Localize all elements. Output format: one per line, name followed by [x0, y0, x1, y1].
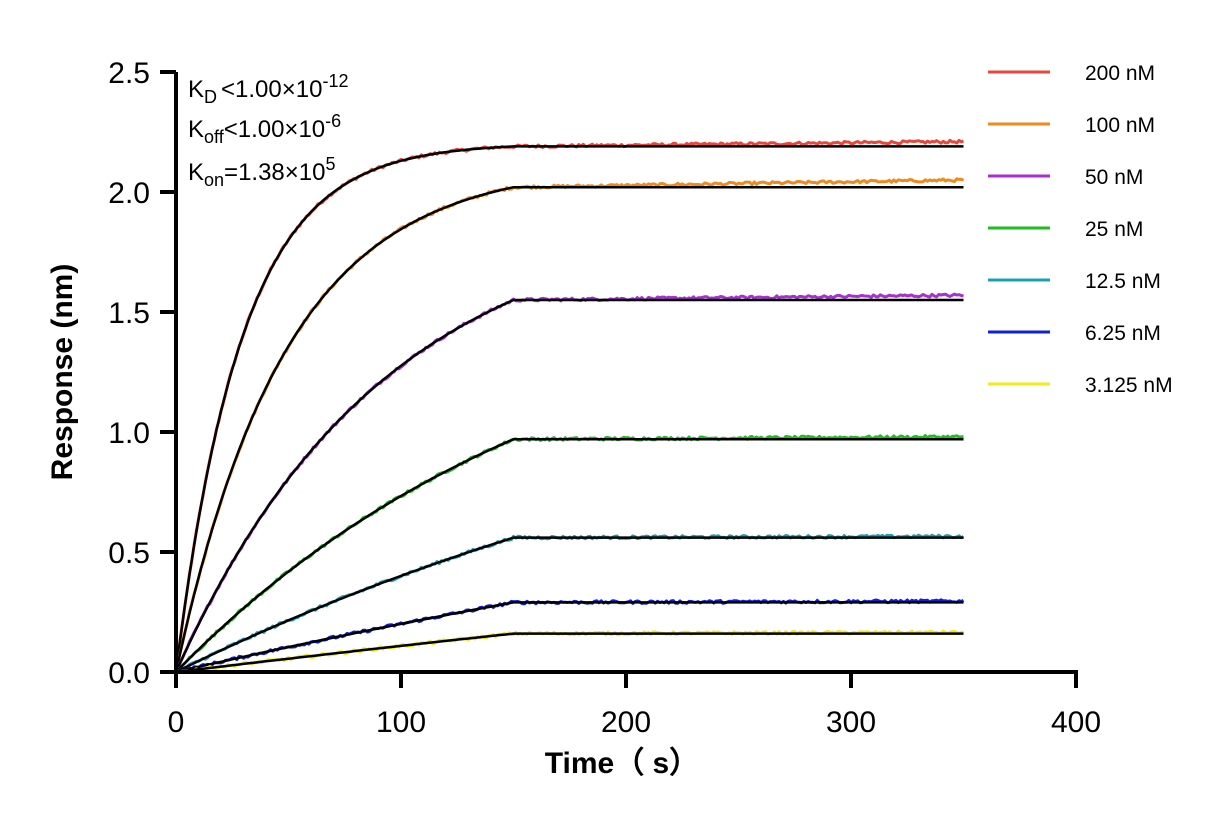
legend-label: 50 nM	[1085, 166, 1143, 189]
x-tick-label: 400	[1051, 706, 1101, 739]
ticks-layer: 0 100 200 300 400 0.0 0.5 1.0 1.5 2.0 2.5	[108, 57, 1101, 739]
x-tick-label: 300	[826, 706, 876, 739]
x-tick-label: 0	[168, 706, 185, 739]
x-tick-label: 200	[601, 706, 651, 739]
y-tick-label: 1.0	[108, 417, 150, 450]
fit-line	[175, 536, 964, 674]
legend-label: 12.5 nM	[1085, 270, 1161, 293]
x-axis-title: Time（ s）	[545, 746, 700, 780]
y-axis-title: Response (nm)	[46, 264, 79, 481]
legend: 200 nM 100 nM 50 nM 25 nM 12.5 nM 6.25 nM 3.12…	[988, 62, 1173, 397]
fit-line	[174, 298, 964, 673]
kon-annotation: Kon=1.38×105	[188, 154, 336, 190]
legend-label: 100 nM	[1085, 114, 1155, 137]
legend-label: 6.25 nM	[1085, 322, 1161, 345]
fit-line	[175, 601, 964, 674]
y-tick-label: 0.0	[108, 657, 150, 690]
fit-line	[174, 185, 964, 673]
fit-line	[174, 145, 964, 673]
series-line	[174, 292, 964, 673]
fit-line	[175, 437, 964, 673]
kinetics-annotations: KD <1.00×10-12 Koff<1.00×10-6 Kon=1.38×10…	[188, 71, 348, 190]
y-tick-label: 2.5	[108, 57, 150, 90]
koff-annotation: Koff<1.00×10-6	[188, 111, 341, 147]
legend-label: 3.125 nM	[1085, 374, 1173, 397]
x-tick-label: 100	[376, 706, 426, 739]
series-line	[174, 138, 964, 673]
kd-annotation: KD <1.00×10-12	[188, 71, 348, 107]
legend-label: 200 nM	[1085, 62, 1155, 85]
fit-line	[175, 632, 964, 674]
y-tick-label: 0.5	[108, 537, 150, 570]
series-line	[174, 177, 965, 673]
y-tick-label: 2.0	[108, 177, 150, 210]
y-tick-label: 1.5	[108, 297, 150, 330]
series-line	[175, 629, 964, 674]
legend-label: 25 nM	[1085, 218, 1143, 241]
curves-layer	[174, 138, 965, 674]
